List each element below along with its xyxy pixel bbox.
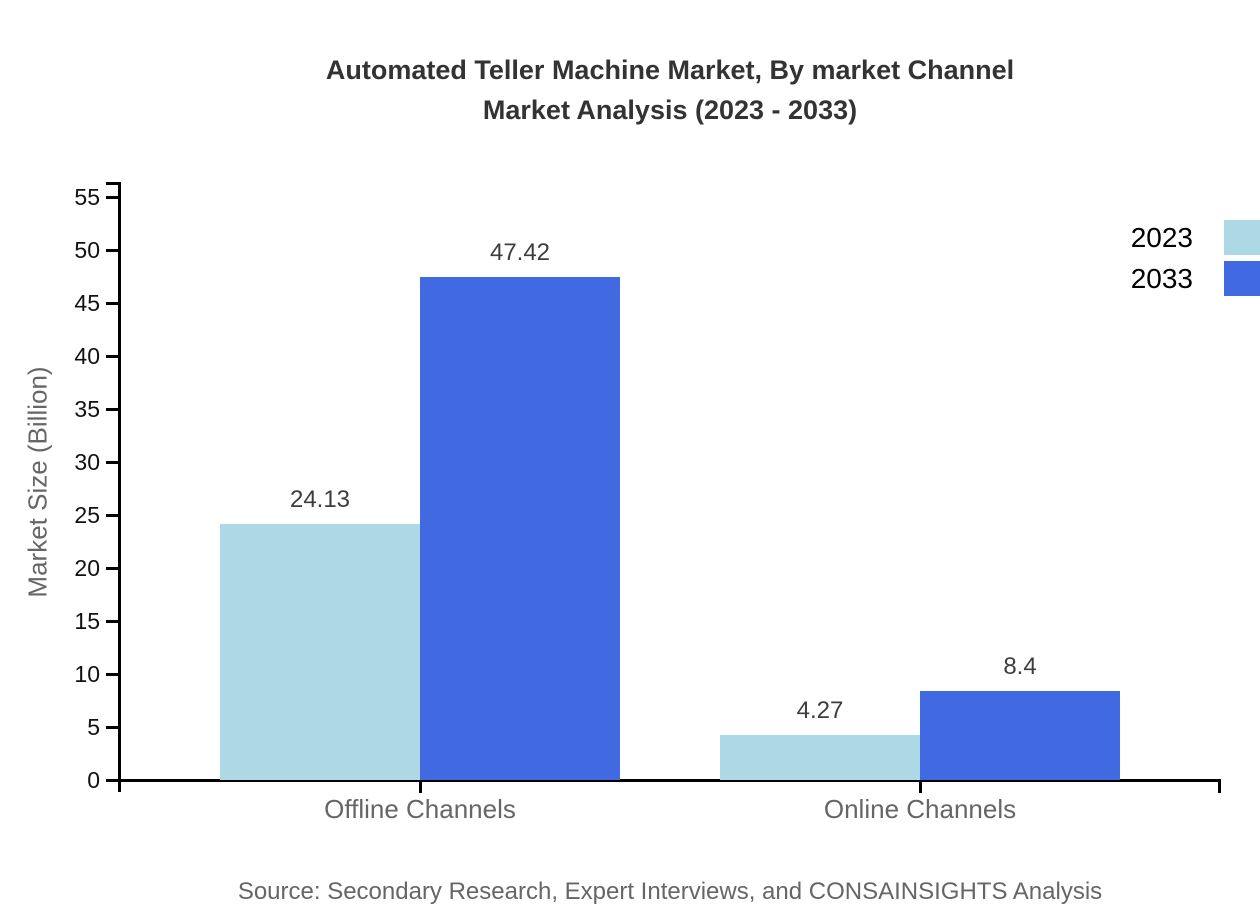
bar-2033-offline-channels xyxy=(420,277,620,780)
y-tick-label: 45 xyxy=(74,290,100,316)
x-axis-end-cap xyxy=(1218,779,1221,793)
x-category-label: Online Channels xyxy=(823,794,1017,824)
y-tick-label: 15 xyxy=(74,608,100,634)
y-tick-label: 40 xyxy=(74,343,100,369)
y-tick-label: 35 xyxy=(74,396,100,422)
chart-title: Automated Teller Machine Market, By mark… xyxy=(80,50,1260,130)
y-tick-label: 10 xyxy=(74,661,100,687)
bar-2033-online-channels xyxy=(920,691,1120,780)
y-tick-label: 20 xyxy=(74,555,100,581)
source-note: Source: Secondary Research, Expert Inter… xyxy=(237,878,1103,905)
y-tick-label: 30 xyxy=(74,449,100,475)
y-axis-top-cap xyxy=(106,182,121,185)
y-tick xyxy=(106,567,118,570)
y-tick xyxy=(106,355,118,358)
x-axis-line xyxy=(118,779,1221,782)
y-axis-line xyxy=(118,182,121,792)
y-tick xyxy=(106,408,118,411)
chart-title-line1: Automated Teller Machine Market, By mark… xyxy=(325,55,1015,85)
y-tick xyxy=(106,726,118,729)
y-tick xyxy=(106,514,118,517)
x-tick xyxy=(419,780,422,793)
y-tick-label: 25 xyxy=(74,502,100,528)
y-tick-label: 0 xyxy=(87,767,100,793)
y-tick xyxy=(106,302,118,305)
chart-title-line2: Market Analysis (2023 - 2033) xyxy=(482,95,858,125)
x-tick xyxy=(919,780,922,793)
legend-swatch-2023 xyxy=(1224,220,1260,255)
legend-swatch-2033 xyxy=(1224,261,1260,296)
bar-value-label: 8.4 xyxy=(1003,653,1037,680)
legend-label-2023: 2023 xyxy=(1130,222,1193,253)
bar-value-label: 4.27 xyxy=(796,697,844,724)
y-tick-label: 55 xyxy=(74,184,100,210)
y-tick-label: 5 xyxy=(87,714,100,740)
bar-2023-online-channels xyxy=(720,735,920,780)
y-tick xyxy=(106,779,118,782)
y-tick xyxy=(106,620,118,623)
bar-value-label: 47.42 xyxy=(489,239,551,266)
bar-value-label: 24.13 xyxy=(289,486,351,513)
bar-2023-offline-channels xyxy=(220,524,420,780)
y-tick xyxy=(106,249,118,252)
x-category-label: Offline Channels xyxy=(324,794,516,824)
y-tick-label: 50 xyxy=(74,237,100,263)
y-tick xyxy=(106,461,118,464)
legend-label-2033: 2033 xyxy=(1130,263,1193,294)
y-tick xyxy=(106,673,118,676)
y-tick xyxy=(106,196,118,199)
